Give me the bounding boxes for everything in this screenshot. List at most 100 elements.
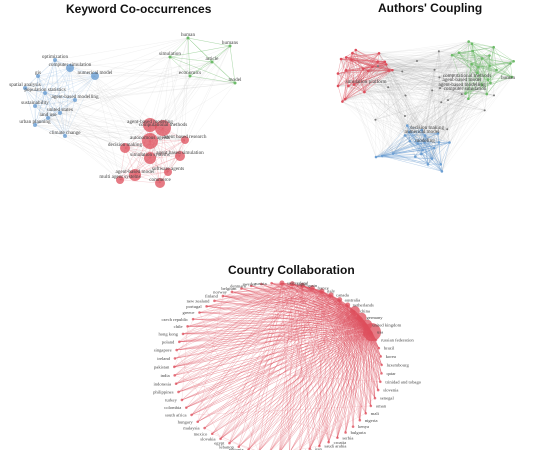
keyword-node-blue [33, 123, 37, 127]
edge [441, 98, 469, 172]
edge [352, 53, 410, 133]
edge [375, 41, 469, 158]
edge [421, 67, 479, 131]
edge [179, 282, 283, 343]
country-label: denmark [230, 283, 247, 288]
edge [212, 294, 332, 434]
country-label: portugal [186, 304, 202, 309]
edge [248, 317, 362, 450]
edge [47, 75, 191, 119]
country-label: belgium [221, 286, 236, 291]
edge [461, 79, 489, 95]
edge [37, 75, 49, 119]
edge [440, 110, 485, 165]
edge [465, 41, 469, 94]
country-node [380, 372, 383, 375]
country-node [230, 290, 234, 294]
author-node [467, 40, 470, 43]
country-node [379, 380, 382, 384]
edge [338, 85, 406, 96]
edge [386, 64, 443, 172]
edge [162, 75, 191, 129]
edge [174, 375, 338, 438]
edge [432, 79, 489, 91]
edge [461, 61, 514, 95]
author-node [448, 141, 451, 144]
edge [348, 70, 369, 87]
edge [458, 52, 490, 56]
keyword-label: land use [39, 112, 57, 118]
edge [319, 299, 340, 446]
edge [377, 61, 469, 99]
edge [351, 59, 410, 133]
edge [197, 295, 224, 422]
edge [447, 72, 478, 130]
keyword-node-blue [33, 104, 37, 108]
edge [392, 69, 478, 73]
country-node [186, 325, 189, 328]
edge [341, 58, 487, 95]
edge [407, 64, 472, 126]
edge [212, 299, 340, 434]
keyword-node-blue [43, 91, 47, 95]
edge [174, 283, 293, 376]
edge [368, 70, 495, 96]
edge [44, 92, 76, 101]
edge [388, 63, 511, 71]
edge [182, 290, 322, 335]
country-node [173, 357, 177, 360]
edge [124, 56, 171, 149]
edge [206, 306, 368, 325]
edge [437, 51, 440, 134]
edge [292, 283, 362, 318]
edge [279, 287, 313, 450]
edge [134, 155, 181, 176]
edge [359, 324, 368, 421]
edge [302, 285, 379, 391]
edge [124, 147, 161, 184]
author-label: computational methods [443, 73, 492, 79]
edge [179, 339, 376, 343]
country-node [379, 355, 383, 358]
country-label: indonesia [153, 381, 171, 386]
country-node [174, 382, 178, 386]
edge [64, 135, 186, 141]
edge [458, 52, 483, 86]
country-label: czech republic [161, 317, 188, 322]
edge [337, 58, 342, 74]
edge [382, 95, 495, 157]
edge [471, 50, 473, 65]
edge [434, 69, 513, 78]
edge [47, 75, 96, 119]
keyword-label: agent based simulation [156, 150, 204, 156]
edge [346, 53, 380, 71]
edge [337, 66, 373, 74]
edge [174, 294, 332, 359]
country-node [299, 282, 305, 288]
edge [238, 282, 283, 447]
keyword-label: model [229, 77, 243, 83]
edge [361, 317, 367, 414]
edge [392, 70, 406, 136]
edge [321, 290, 372, 407]
edge [34, 75, 96, 126]
edge [174, 282, 283, 376]
author-node [460, 93, 463, 96]
country-label: russian federation [381, 338, 414, 343]
edge [64, 135, 121, 181]
edge [441, 55, 453, 172]
edge [214, 283, 293, 302]
edge [348, 85, 485, 111]
edge [388, 64, 472, 88]
edge [204, 290, 323, 429]
edge [289, 285, 303, 450]
edge [375, 70, 390, 120]
edge [328, 299, 340, 443]
author-node [384, 63, 388, 66]
author-node [352, 83, 356, 86]
edge [404, 64, 472, 117]
edge [484, 76, 513, 111]
country-label: australia [345, 297, 361, 302]
edge [363, 68, 466, 94]
edge [381, 70, 393, 156]
